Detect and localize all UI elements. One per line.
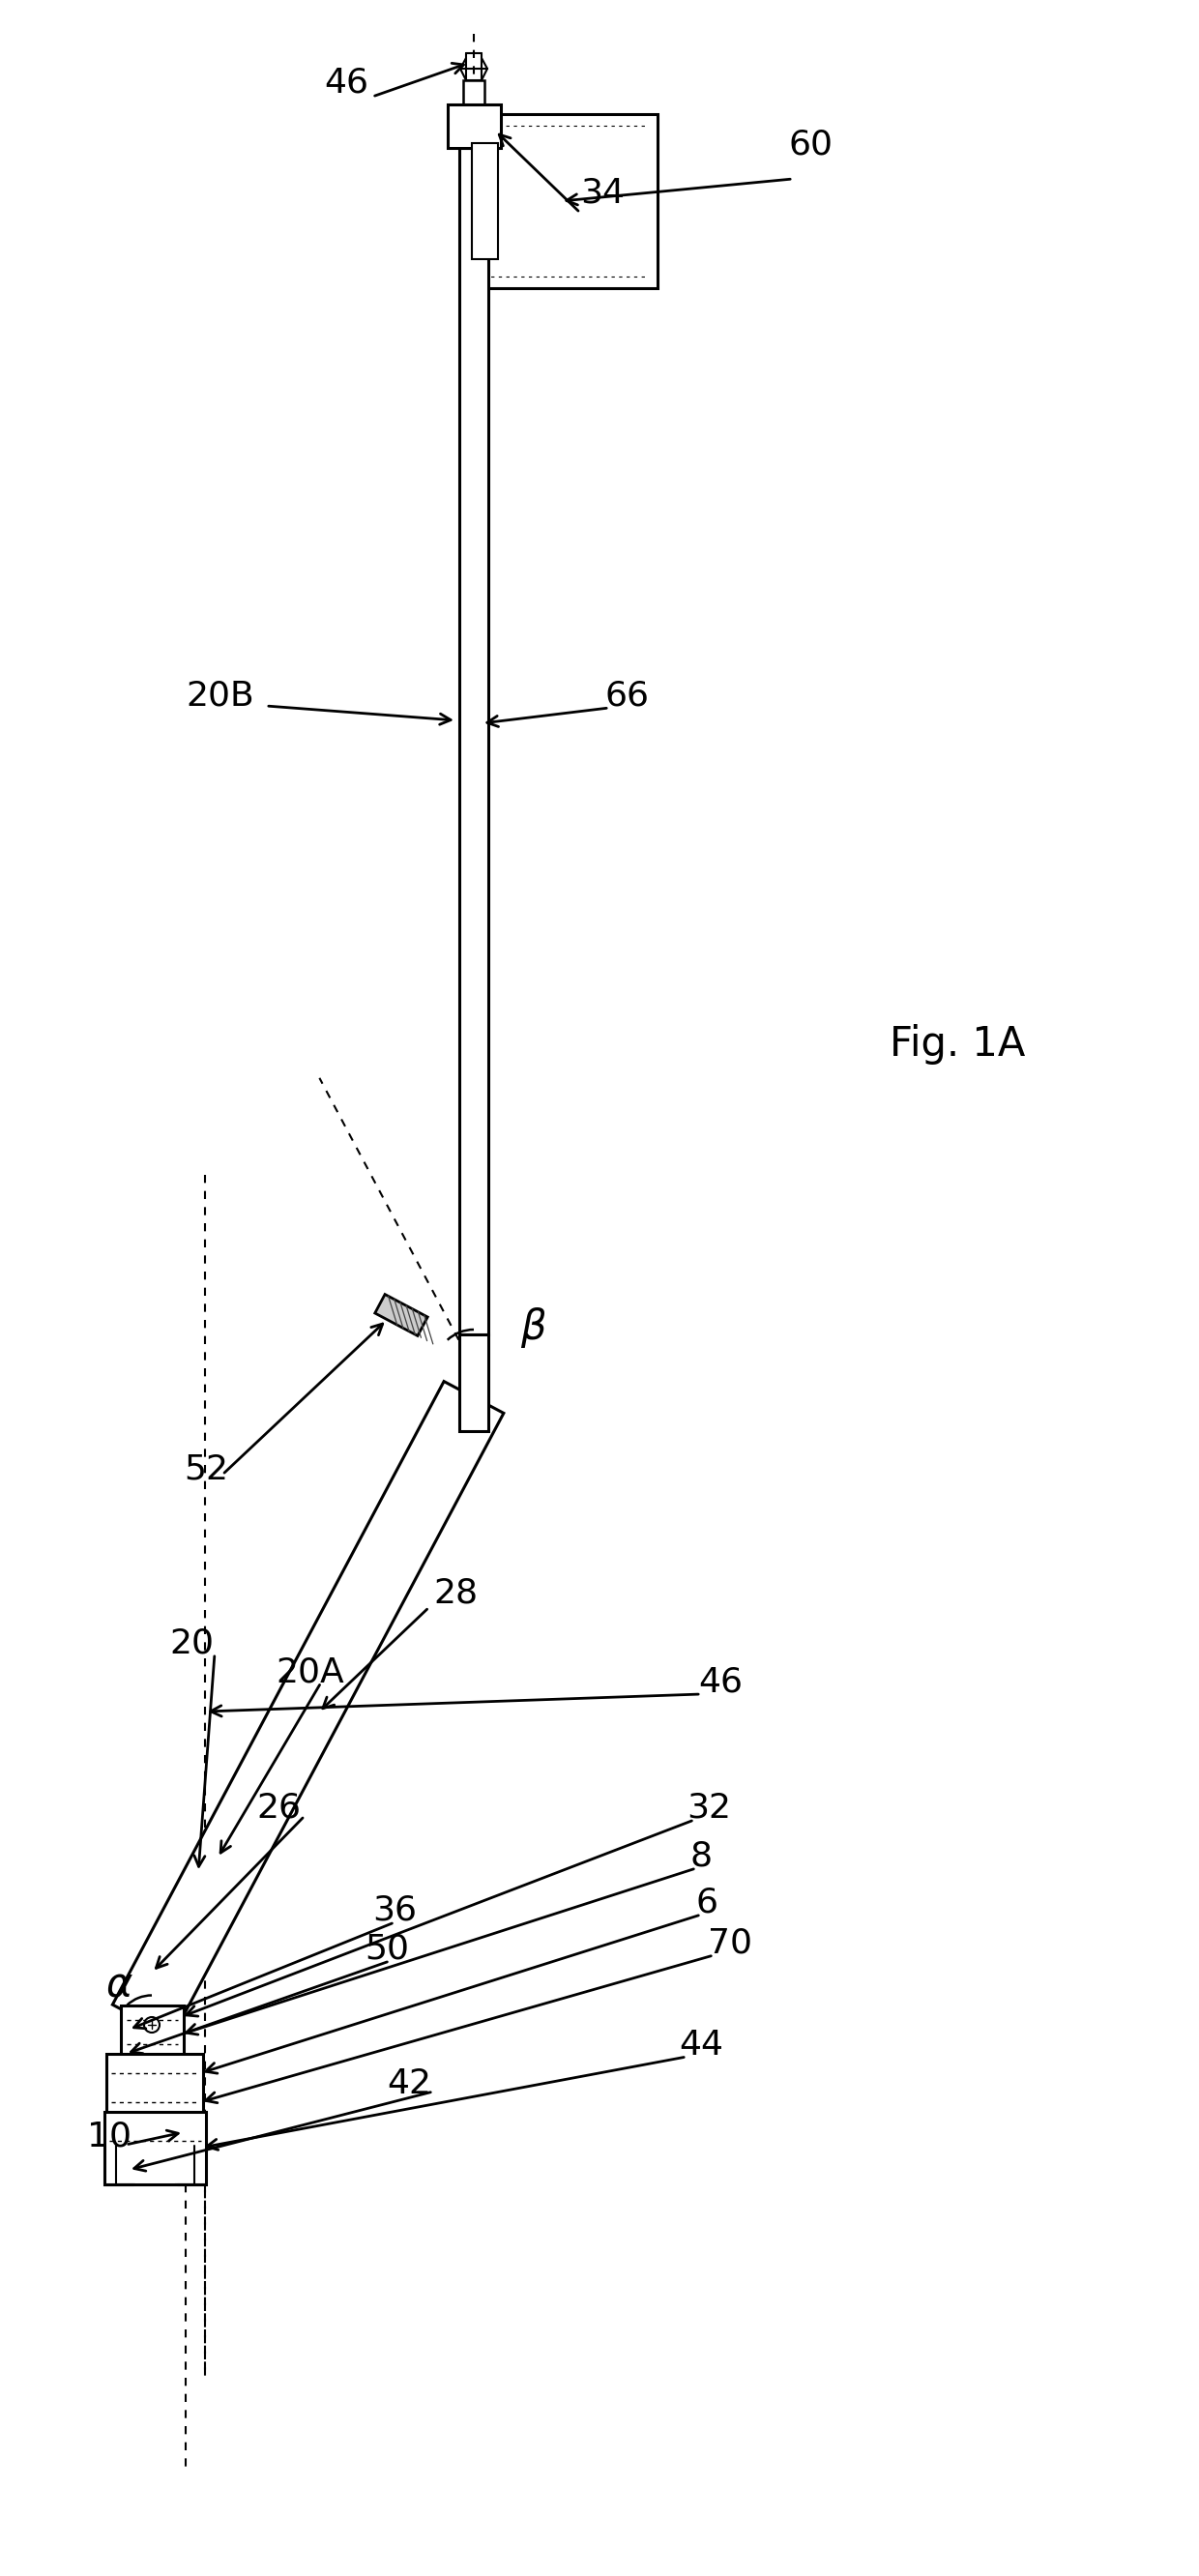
Polygon shape: [375, 1293, 428, 1337]
Text: 10: 10: [88, 2120, 132, 2154]
Text: 44: 44: [679, 2030, 723, 2061]
Bar: [121, 2007, 183, 2058]
Text: 42: 42: [387, 2069, 432, 2099]
Text: 20B: 20B: [186, 680, 254, 714]
Text: 32: 32: [687, 1793, 731, 1824]
Bar: [472, 144, 498, 260]
Text: 20: 20: [169, 1628, 213, 1662]
Text: 28: 28: [434, 1577, 478, 1610]
Polygon shape: [113, 1381, 504, 2038]
Bar: [459, 1334, 488, 1432]
Bar: [463, 80, 484, 106]
Text: 20A: 20A: [276, 1656, 344, 1690]
Bar: [107, 2053, 203, 2117]
Bar: [447, 106, 501, 147]
Text: 70: 70: [707, 1927, 752, 1960]
Text: 8: 8: [691, 1839, 712, 1873]
Circle shape: [144, 2017, 159, 2032]
Text: 36: 36: [372, 1893, 417, 1927]
Text: 34: 34: [580, 178, 625, 209]
Text: 52: 52: [183, 1453, 228, 1486]
Bar: [104, 2112, 206, 2184]
Text: β: β: [520, 1309, 546, 1347]
Text: 66: 66: [604, 680, 649, 714]
Text: 60: 60: [788, 129, 832, 162]
Text: 46: 46: [698, 1667, 742, 1700]
Text: 46: 46: [324, 67, 368, 98]
Text: α: α: [107, 1965, 133, 2007]
Text: 26: 26: [257, 1793, 301, 1824]
Text: 50: 50: [364, 1932, 409, 1965]
Text: Fig. 1A: Fig. 1A: [890, 1025, 1025, 1064]
Bar: [464, 113, 657, 289]
Text: 6: 6: [697, 1886, 718, 1919]
Bar: [459, 147, 488, 1334]
